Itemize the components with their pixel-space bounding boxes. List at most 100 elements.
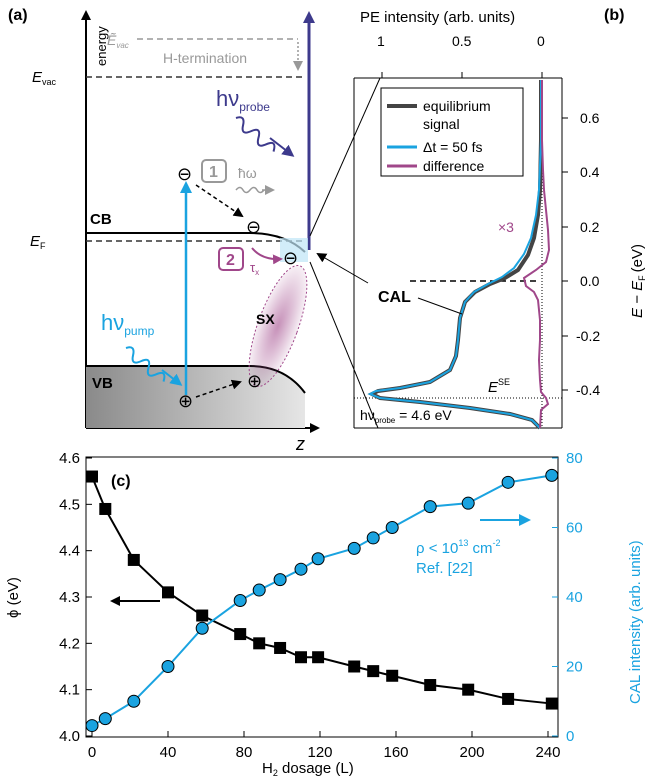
cal-intensity-point [347, 541, 361, 555]
cal-intensity-point [545, 468, 559, 482]
x-tick-label: 0 [537, 33, 545, 49]
work-function-point [312, 651, 325, 664]
sx-exciton [248, 264, 308, 388]
work-function-point [196, 609, 209, 622]
cal-intensity-point [273, 573, 287, 587]
vb-band [86, 366, 305, 428]
cal-intensity-point [294, 562, 308, 576]
y-right-tick-label: 80 [566, 450, 583, 467]
x-tick-label: 80 [236, 744, 253, 761]
y-tick-label: 0.0 [580, 273, 600, 289]
tau-x-label: τx [250, 260, 259, 277]
cal-intensity-point [161, 660, 175, 673]
z-axis-label: z [295, 434, 305, 454]
x-tick-label: 40 [160, 744, 177, 761]
probe-energy-label: hνprobe = 4.6 eV [360, 407, 452, 425]
difference-curve [522, 80, 551, 429]
pe-intensity-title: PE intensity (arb. units) [360, 9, 515, 26]
cal-label: CAL [378, 289, 411, 306]
work-function-point [386, 669, 399, 682]
energy-axis-title: E − EF(eV) [629, 244, 647, 318]
panel-c-ticks: 0 40 80 120 160 200 240 4.0 4.1 4.2 4.3 4.4 4.5 4.6 0 2… [59, 450, 583, 761]
y-right-tick-label: 60 [566, 520, 583, 537]
step1-label: 1 [209, 164, 218, 181]
step2-badge [218, 247, 244, 271]
work-function-point [367, 665, 380, 678]
panel-b-legend: equilibrium signal Δt = 50 fs difference [380, 87, 524, 177]
y-left-tick-label: 4.0 [59, 728, 80, 745]
work-function-point [86, 470, 98, 483]
density-annotation: ρ < 1013 cm-2 [416, 538, 501, 557]
step1-badge [201, 159, 227, 183]
hole-vb-icon: ⊕ [178, 391, 193, 411]
hole-relax-arrow [195, 379, 242, 398]
x-tick-label: 0.5 [452, 33, 472, 49]
panel-b: (b) PE intensity (arb. units) 1 0.5 0 0.… [353, 7, 647, 430]
evac-tilde-label: Ẽvac [107, 32, 129, 50]
hole-surface-icon: ⊕ [247, 371, 262, 391]
x3-label: ×3 [498, 219, 514, 235]
legend-equilibrium-label: equilibrium [423, 98, 491, 114]
panel-c-series [85, 468, 559, 733]
work-function-point [99, 502, 112, 515]
cal-highlight [280, 238, 308, 262]
panel-b-x-ticks: 1 0.5 0 [377, 33, 545, 78]
y-tick-label: 0.6 [580, 110, 600, 126]
reference-annotation: Ref. [22] [416, 560, 473, 577]
pump-wave-icon [125, 346, 166, 382]
cal-arrow [417, 297, 463, 315]
probe-wave-icon [235, 116, 276, 152]
cb-label: CB [90, 211, 112, 228]
y-tick-label: -0.2 [576, 328, 600, 344]
panel-c: (c) 0 40 80 120 160 200 2404.04.14.24.34.44.54… [5, 450, 644, 778]
panel-a: (a) energy z Ẽvac H-termination Evac hνp… [8, 7, 320, 454]
cal-intensity-point [423, 500, 437, 514]
x-tick-label: 160 [383, 744, 408, 761]
y-left-tick-label: 4.6 [59, 450, 80, 467]
electron-excited-icon: ⊖ [177, 164, 192, 184]
x-tick-label: 200 [459, 744, 484, 761]
work-function-point [424, 679, 437, 692]
work-function-point [295, 651, 307, 664]
cal-intensity-point [127, 694, 141, 708]
work-function-point [253, 637, 266, 650]
cal-intensity-point [385, 521, 399, 534]
cal-intensity-line [91, 474, 552, 727]
cb-band [86, 232, 306, 253]
work-function-point [545, 697, 558, 710]
cal-pointer-arrow [316, 252, 369, 284]
cal-intensity-point [366, 531, 380, 545]
work-function-point [127, 553, 140, 566]
hv-pump-label: hνpump [101, 310, 155, 338]
h-termination-label: H-termination [163, 50, 247, 66]
cal-intensity-point [98, 712, 112, 726]
cal-intensity-point [195, 621, 209, 635]
electron-cal-icon: ⊖ [283, 248, 298, 268]
hbar-omega-label: ħω [238, 165, 257, 181]
phonon-wave-icon [235, 186, 265, 194]
y-left-tick-label: 4.1 [59, 682, 80, 699]
legend-equilibrium-label-2: signal [423, 116, 460, 132]
y-left-tick-label: 4.5 [59, 496, 80, 513]
sx-label: SX [256, 311, 275, 327]
y-tick-label: -0.4 [576, 382, 600, 398]
work-function-line [91, 476, 552, 705]
y-right-tick-label: 40 [566, 589, 583, 606]
electron-cb-icon: ⊖ [246, 217, 261, 237]
cal-intensity-point [233, 593, 247, 607]
delta-t-50fs-curve [367, 80, 542, 429]
probe-wave-arrow [269, 137, 295, 157]
right-axis-title: CAL intensity (arb. units) [627, 540, 644, 704]
hv-probe-label: hνprobe [216, 86, 270, 114]
relax-arrow-1 [195, 184, 244, 218]
zoom-line-bottom [309, 261, 379, 429]
y-right-tick-label: 20 [566, 659, 583, 676]
work-function-point [462, 683, 475, 696]
energy-axis-label: energy [94, 26, 109, 66]
x-tick-label: 240 [535, 744, 560, 761]
y-left-tick-label: 4.4 [59, 543, 80, 560]
x-tick-label: 0 [88, 744, 96, 761]
cal-intensity-point [461, 496, 475, 510]
zoom-line-top [309, 77, 381, 237]
panel-c-label: (c) [111, 473, 131, 490]
